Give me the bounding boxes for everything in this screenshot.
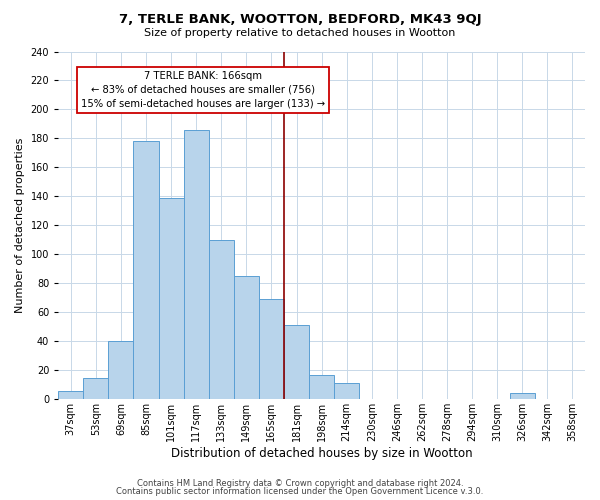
Text: 7, TERLE BANK, WOOTTON, BEDFORD, MK43 9QJ: 7, TERLE BANK, WOOTTON, BEDFORD, MK43 9Q… [119, 12, 481, 26]
Y-axis label: Number of detached properties: Number of detached properties [15, 138, 25, 313]
Bar [259, 300, 284, 400]
Bar [234, 276, 259, 400]
Text: Contains public sector information licensed under the Open Government Licence v.: Contains public sector information licen… [116, 487, 484, 496]
Bar [209, 240, 234, 400]
Text: Contains HM Land Registry data © Crown copyright and database right 2024.: Contains HM Land Registry data © Crown c… [137, 479, 463, 488]
X-axis label: Distribution of detached houses by size in Wootton: Distribution of detached houses by size … [171, 447, 472, 460]
Text: Size of property relative to detached houses in Wootton: Size of property relative to detached ho… [145, 28, 455, 38]
Bar [334, 384, 359, 400]
Bar [284, 326, 309, 400]
Bar [58, 390, 83, 400]
Bar [184, 130, 209, 400]
Bar [109, 342, 133, 400]
Bar [158, 198, 184, 400]
Bar [133, 142, 158, 400]
Bar [309, 374, 334, 400]
Bar [510, 394, 535, 400]
Text: 7 TERLE BANK: 166sqm
← 83% of detached houses are smaller (756)
15% of semi-deta: 7 TERLE BANK: 166sqm ← 83% of detached h… [81, 70, 325, 108]
Bar [83, 378, 109, 400]
